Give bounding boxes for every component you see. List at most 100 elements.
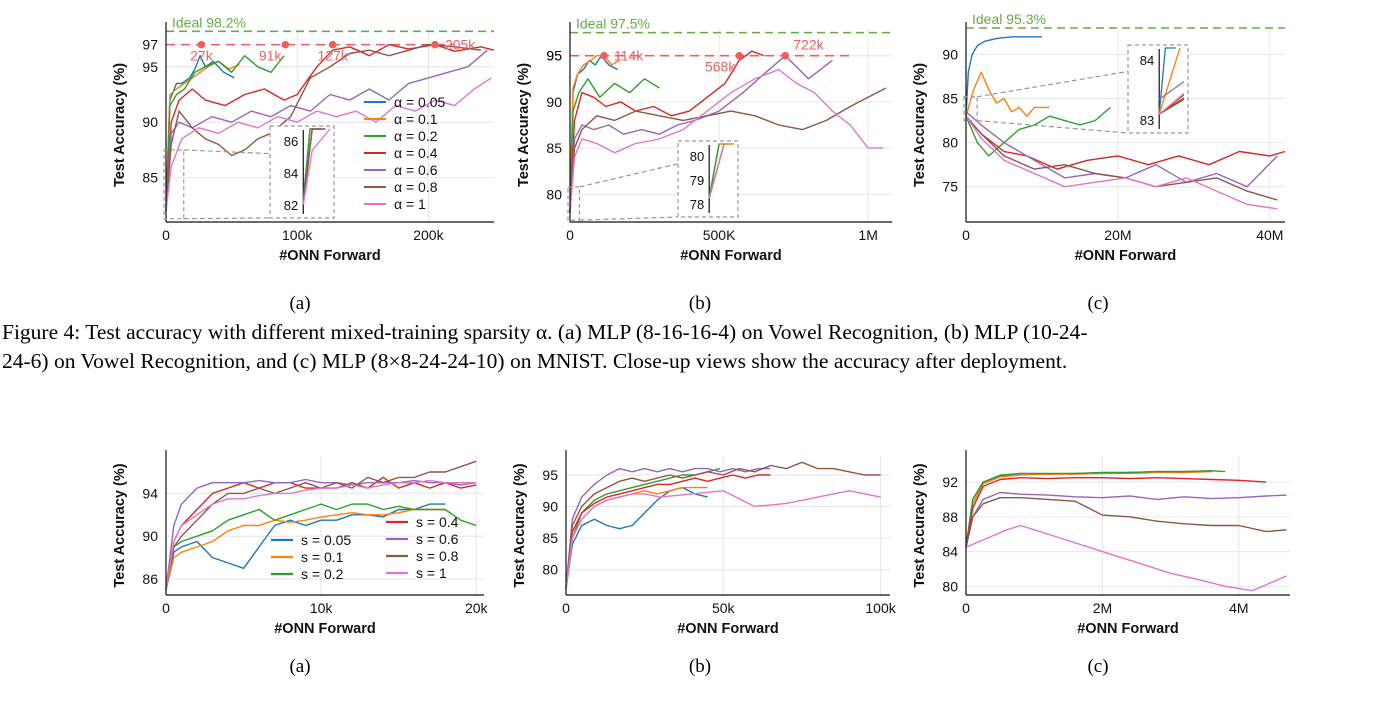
caption-line-1: Figure 4: Test accuracy with different m… (2, 320, 1088, 344)
series-line-6 (965, 115, 1278, 201)
y-tick-label-0: 86 (142, 571, 158, 587)
series-line-1 (569, 55, 619, 213)
inset-source-box (567, 186, 581, 221)
subfigure-label-bottom-c: (c) (1087, 656, 1109, 677)
series-line-4 (165, 476, 477, 590)
series-line-3 (965, 106, 1111, 157)
convergence-marker-3 (328, 40, 337, 49)
inset-connector-1 (977, 70, 1129, 98)
legend-label-2: s = 0.1 (301, 549, 344, 565)
inset-tick-label-2: 78 (690, 197, 704, 212)
inset-tick-label-1: 83 (1140, 113, 1154, 128)
inset-series-3 (708, 143, 720, 199)
y-tick-label-2: 94 (142, 485, 158, 501)
series-line-5 (569, 55, 833, 213)
y-tick-label-1: 85 (546, 140, 562, 156)
x-tick-label-0: 0 (562, 600, 570, 616)
figure4-panel-a: Ideal 98.2% 97 27k 91k 127k 205k 0 100k 200k 85 90… (100, 10, 510, 280)
legend-label-1: s = 0.05 (301, 532, 351, 548)
subfigure-label-top-c: (c) (1087, 293, 1109, 314)
x-tick-label-2: 40M (1256, 227, 1283, 243)
x-tick-label-1: 500K (703, 227, 736, 243)
inset-connector-2 (579, 216, 679, 221)
series-line-4 (569, 50, 765, 213)
inset-series-1 (1158, 47, 1176, 115)
chart-bottom-c: 0 2M 4M 80 84 88 92 #ONN Forward Test Accuracy (… (912, 450, 1290, 637)
y-tick-label-2: 90 (542, 499, 558, 515)
legend-label-3: α = 0.2 (394, 128, 438, 144)
x-tick-label-0: 0 (962, 600, 970, 616)
inset-series-5 (1158, 81, 1185, 100)
figure4-panel-c: Ideal 95.3% 0 20M 40M 75 80 85 90 #ONN Forward Te… (900, 10, 1300, 280)
convergence-label-3: 127k (317, 48, 348, 64)
legend-label-1: α = 0.05 (394, 94, 446, 110)
x-axis-label: #ONN Forward (279, 248, 381, 264)
convergence-marker-1 (197, 40, 206, 49)
inset-tick-label-0: 86 (284, 134, 298, 149)
y-tick-label-3: 90 (942, 46, 958, 62)
series-line-1 (165, 503, 446, 590)
series-line-4 (965, 115, 1286, 170)
y-tick-label-0: 80 (542, 562, 558, 578)
y-tick-label-0: 85 (142, 170, 158, 186)
figure4-caption: Figure 4: Test accuracy with different m… (2, 318, 1396, 376)
y-tick-label-3: 95 (546, 48, 562, 64)
y-axis-label: Test Accuracy (%) (912, 463, 928, 587)
figure-bottom-panel-a: 0 10k 20k 86 90 94 #ONN Forward Test Accuracy (… (100, 440, 500, 645)
legend-label-2: α = 0.1 (394, 111, 438, 127)
legend-label-4: α = 0.4 (394, 145, 438, 161)
y-tick-label-0: 75 (942, 179, 958, 195)
series-line-7 (165, 77, 492, 211)
series-line-3 (565, 467, 721, 589)
inset-series-7 (708, 143, 725, 199)
subfigure-label-top-a: (a) (289, 293, 311, 314)
y-tick-label-0: 80 (942, 578, 958, 594)
series-line-1 (165, 55, 235, 206)
series-line-1 (965, 36, 1042, 117)
x-tick-label-1: 2M (1093, 600, 1112, 616)
inset-series-7 (1158, 92, 1185, 115)
series-line-7 (165, 479, 477, 590)
ideal-accuracy-label: Ideal 98.2% (172, 14, 246, 30)
y-axis-label: Test Accuracy (%) (112, 463, 128, 587)
chart-bottom-b: 0 50k 100k 80 85 90 95 #ONN Forward Test Accurac… (512, 450, 897, 637)
x-tick-label-2: 20k (465, 600, 489, 616)
x-tick-label-2: 200k (413, 227, 444, 243)
target-accuracy-tick-label: 95 (546, 48, 562, 64)
inset-connector-2 (977, 119, 1129, 134)
series-line-4 (565, 474, 771, 589)
convergence-marker-4 (431, 40, 439, 49)
convergence-label-3: 722k (793, 37, 824, 53)
x-axis-label: #ONN Forward (1077, 621, 1179, 637)
y-tick-label-0: 80 (546, 186, 562, 202)
series-line-4 (965, 477, 1267, 548)
y-tick-label-2: 90 (546, 94, 562, 110)
inset-source-box (963, 96, 978, 122)
subfigure-label-bottom-b: (b) (688, 656, 712, 677)
y-tick-label-2: 85 (942, 91, 958, 107)
x-tick-label-0: 0 (162, 227, 170, 243)
y-tick-label-2: 88 (942, 509, 958, 525)
inset-box (1127, 44, 1189, 134)
inset-connector-1 (183, 149, 271, 155)
subfigure-label-bottom-a: (a) (289, 656, 311, 677)
series-line-6 (165, 460, 477, 590)
legend-label-3: s = 0.2 (301, 566, 344, 582)
subfigure-label-top-b: (b) (688, 293, 712, 314)
x-tick-label-1: 10k (310, 600, 334, 616)
y-tick-label-2: 95 (142, 59, 158, 75)
series-line-6 (965, 497, 1287, 548)
y-tick-label-3: 92 (942, 474, 958, 490)
series-line-6 (165, 43, 481, 211)
legend-label-6: α = 0.8 (394, 179, 438, 195)
convergence-marker-2 (735, 51, 744, 60)
convergence-label-1: 114k (614, 48, 644, 64)
y-tick-label-3: 95 (542, 467, 558, 483)
legend-label-5: α = 0.6 (394, 162, 438, 178)
legend-label-7: s = 1 (416, 565, 447, 581)
y-tick-label-1: 90 (142, 114, 158, 130)
x-tick-label-1: 100k (282, 227, 313, 243)
chart-bottom-a: 0 10k 20k 86 90 94 #ONN Forward Test Accuracy (… (112, 450, 489, 637)
y-axis-label: Test Accuracy (%) (912, 63, 928, 187)
chart-top-c: Ideal 95.3% 0 20M 40M 75 80 85 90 #ONN Forward Te… (912, 11, 1286, 264)
